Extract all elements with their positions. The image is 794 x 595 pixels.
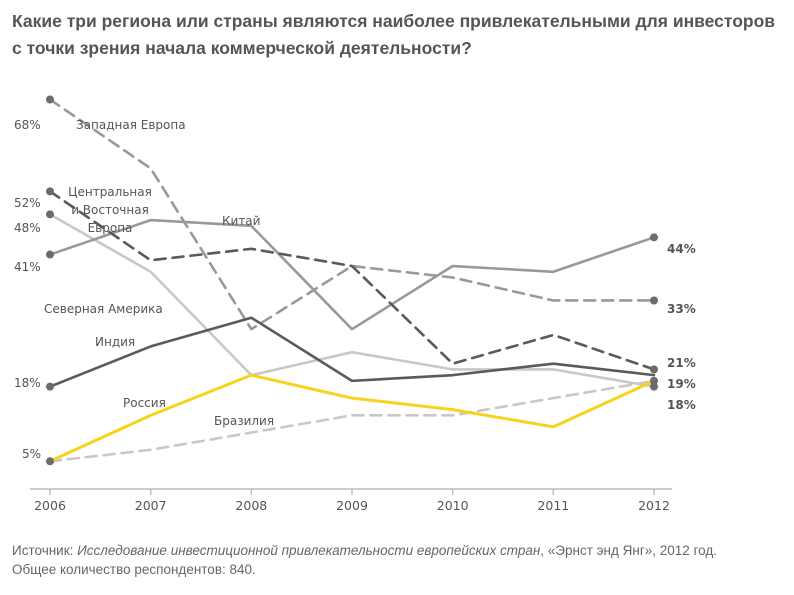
end-marker-3 [650, 233, 658, 242]
chart-title-line-1: Какие три региона или страны являются на… [12, 11, 776, 31]
series-line-4 [48, 316, 656, 388]
source-note: Источник: Исследование инвестиционной пр… [12, 541, 787, 579]
end-label-north-america: 18% [667, 398, 696, 412]
series-name-china: Китай [222, 214, 260, 228]
chart-title: Какие три региона или страны являются на… [12, 8, 787, 62]
x-tick-label-2009: 2009 [336, 498, 368, 513]
x-tick-label-2008: 2008 [235, 498, 267, 513]
series-name-western-europe: Западная Европа [76, 118, 186, 132]
source-title: Исследование инвестиционной привлекатель… [77, 543, 541, 558]
start-marker-5 [46, 457, 54, 466]
series-name-central-europe-line-1: Центральная [68, 185, 152, 199]
source-respondents: Общее количество респондентов: 840. [12, 562, 256, 577]
end-marker-1 [650, 365, 658, 374]
series-line-6 [48, 379, 656, 463]
series-name-central-europe-line-2: и Восточная [71, 203, 149, 217]
x-tick-label-2006: 2006 [34, 498, 66, 513]
x-tick-label-2012: 2012 [638, 498, 670, 513]
start-marker-2 [46, 210, 54, 219]
start-marker-1 [46, 187, 54, 196]
series-line-1 [48, 190, 656, 371]
start-label-north-america: 48% [14, 221, 41, 235]
series-name-brazil: Бразилия [214, 414, 274, 428]
end-marker-5 [650, 376, 658, 385]
end-label-western-europe: 33% [667, 302, 696, 316]
x-tick-label-2010: 2010 [437, 498, 469, 513]
end-marker-0 [650, 296, 658, 305]
start-label-china: 41% [14, 260, 41, 274]
start-marker-3 [46, 250, 54, 259]
series-line-5 [48, 373, 656, 463]
end-label-central-europe: 21% [667, 356, 696, 370]
start-marker-0 [46, 95, 54, 104]
start-label-russia: 5% [22, 447, 41, 461]
source-line-1: Источник: Исследование инвестиционной пр… [12, 541, 787, 560]
start-label-western-europe: 68% [14, 118, 41, 132]
source-suffix: , «Эрнст энд Янг», 2012 год. [540, 543, 718, 558]
chart-title-line-2: с точки зрения начала коммерческой деяте… [12, 38, 472, 58]
x-tick-label-2007: 2007 [135, 498, 167, 513]
start-label-central-europe: 52% [14, 196, 41, 210]
start-marker-4 [46, 382, 54, 391]
series-line-3 [48, 218, 656, 331]
series-line-2 [48, 213, 656, 388]
end-label-russia: 19% [667, 377, 696, 391]
start-label-india: 18% [14, 376, 41, 390]
series-line-0 [48, 98, 656, 331]
x-tick-label-2011: 2011 [537, 498, 569, 513]
series-name-central-europe-line-3: Европа [88, 221, 133, 235]
end-label-china: 44% [667, 242, 696, 256]
series-name-russia: Россия [123, 396, 166, 410]
series-name-india: Индия [95, 335, 135, 349]
end-marker-2 [650, 382, 658, 391]
series-name-north-america: Северная Америка [44, 302, 163, 316]
source-prefix: Источник: [12, 543, 78, 558]
